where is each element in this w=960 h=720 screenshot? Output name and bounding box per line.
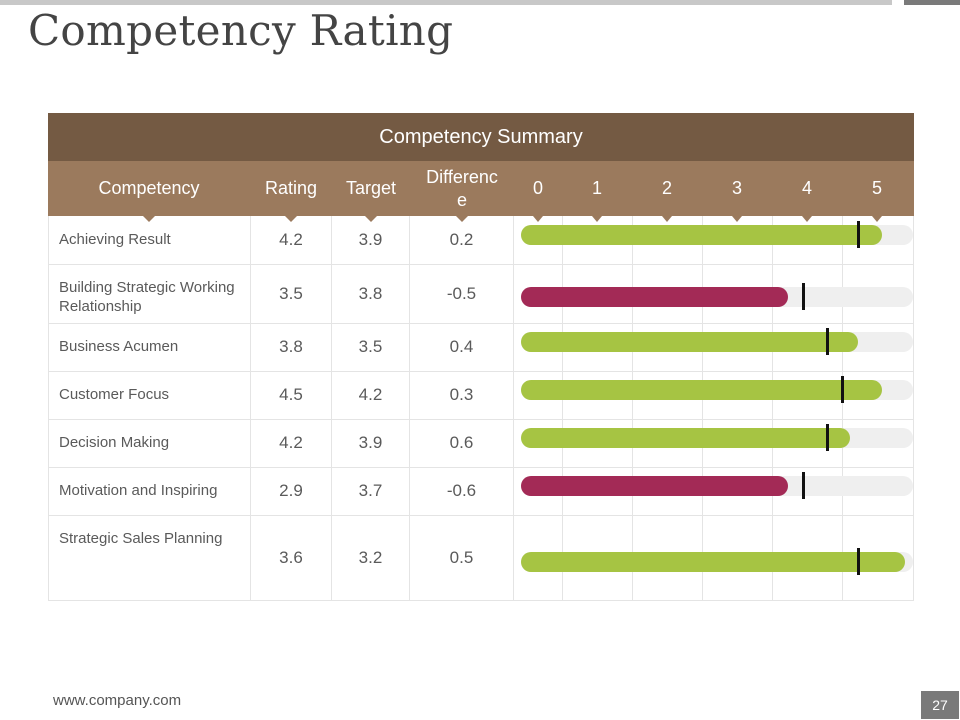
footer-url: www.company.com (53, 692, 182, 709)
rating-bar (521, 552, 906, 572)
header-difference: Difference (410, 161, 514, 222)
competency-name: Building Strategic Working Relationship (59, 279, 235, 315)
competency-name: Strategic Sales Planning (59, 530, 223, 547)
rating-bar (521, 225, 882, 245)
competency-name: Decision Making (59, 434, 170, 451)
target-marker (857, 548, 861, 575)
competency-cell: Building Strategic Working Relationship (48, 264, 251, 323)
x-tick-label: 4 (792, 161, 822, 222)
header-rating: Rating (250, 161, 332, 222)
x-tick-label: 5 (862, 161, 892, 222)
rating-cell: 4.5 (251, 371, 332, 419)
chart-gridline (772, 216, 773, 600)
rating-bar (521, 287, 788, 307)
rating-bar (521, 476, 788, 496)
target-cell: 3.9 (332, 216, 410, 264)
rating-bar (521, 332, 859, 352)
competency-table-body: Achieving Result 4.2 3.9 0.2 Building Strate… (48, 216, 914, 601)
difference-cell: 0.6 (410, 419, 514, 467)
target-cell: 3.8 (332, 264, 410, 323)
target-cell: 3.7 (332, 467, 410, 515)
difference-cell: 0.4 (410, 323, 514, 371)
header-rating-label: Rating (264, 178, 318, 198)
table-right-border (913, 216, 914, 600)
rating-cell: 3.8 (251, 323, 332, 371)
x-tick-label: 0 (523, 161, 553, 222)
chart-gridline (632, 216, 633, 600)
top-rule-accent (904, 0, 960, 5)
header-target: Target (332, 161, 410, 222)
table-row: Strategic Sales Planning 3.6 3.2 0.5 (48, 515, 914, 601)
target-marker (857, 221, 861, 248)
table-row: Decision Making 4.2 3.9 0.6 (48, 419, 914, 468)
target-marker (802, 283, 806, 310)
difference-cell: -0.6 (410, 467, 514, 515)
rating-cell: 3.6 (251, 515, 332, 600)
competency-cell: Customer Focus (48, 371, 251, 419)
table-row: Motivation and Inspiring 2.9 3.7 -0.6 (48, 467, 914, 516)
competency-cell: Achieving Result (48, 216, 251, 264)
header-difference-label: Difference (426, 166, 498, 210)
rating-bar (521, 428, 851, 448)
target-cell: 3.9 (332, 419, 410, 467)
rating-cell: 3.5 (251, 264, 332, 323)
target-marker (825, 328, 829, 355)
competency-cell: Business Acumen (48, 323, 251, 371)
page-number: 27 (921, 691, 959, 719)
header-competency-label: Competency (98, 178, 200, 198)
table-title-bar: Competency Summary (48, 113, 914, 161)
rating-cell: 4.2 (251, 419, 332, 467)
chart-gridline (842, 216, 843, 600)
table-row: Achieving Result 4.2 3.9 0.2 (48, 216, 914, 265)
rating-bar (521, 380, 882, 400)
rating-cell: 4.2 (251, 216, 332, 264)
table-title: Competency Summary (379, 125, 583, 148)
top-rule (0, 0, 892, 5)
chart-gridline (702, 216, 703, 600)
target-cell: 4.2 (332, 371, 410, 419)
competency-cell: Decision Making (48, 419, 251, 467)
competency-name: Business Acumen (59, 338, 179, 355)
header-target-label: Target (345, 178, 397, 198)
competency-name: Achieving Result (59, 231, 171, 248)
difference-cell: 0.3 (410, 371, 514, 419)
header-competency: Competency (48, 161, 250, 222)
target-cell: 3.2 (332, 515, 410, 600)
difference-cell: 0.5 (410, 515, 514, 600)
x-tick-label: 2 (652, 161, 682, 222)
competency-name: Motivation and Inspiring (59, 482, 218, 499)
table-row: Customer Focus 4.5 4.2 0.3 (48, 371, 914, 420)
difference-cell: -0.5 (410, 264, 514, 323)
chart-gridline (562, 216, 563, 600)
target-cell: 3.5 (332, 323, 410, 371)
difference-cell: 0.2 (410, 216, 514, 264)
table-row: Building Strategic Working Relationship 3… (48, 264, 914, 324)
competency-name: Customer Focus (59, 386, 170, 403)
x-tick-label: 3 (722, 161, 752, 222)
target-marker (802, 472, 806, 499)
rating-cell: 2.9 (251, 467, 332, 515)
competency-cell: Motivation and Inspiring (48, 467, 251, 515)
competency-cell: Strategic Sales Planning (48, 515, 251, 600)
target-marker (825, 424, 829, 451)
target-marker (841, 376, 845, 403)
table-row: Business Acumen 3.8 3.5 0.4 (48, 323, 914, 372)
x-tick-label: 1 (582, 161, 612, 222)
slide-title: Competency Rating (28, 6, 454, 55)
